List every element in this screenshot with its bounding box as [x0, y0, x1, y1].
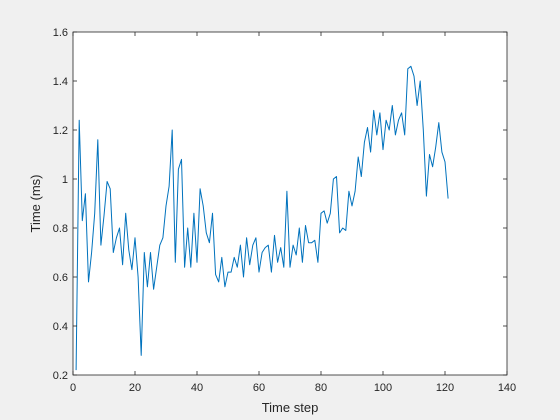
x-tick-label: 100 — [374, 382, 392, 394]
x-tick-label: 140 — [498, 382, 516, 394]
y-tick-label: 1 — [62, 174, 68, 186]
x-tick-label: 40 — [191, 382, 203, 394]
y-tick-label: 0.2 — [53, 370, 68, 382]
x-tick-label: 0 — [70, 382, 76, 394]
x-axis: 0 20 40 60 80 100 120 140 — [70, 32, 516, 394]
x-tick-label: 120 — [436, 382, 454, 394]
y-tick-label: 0.8 — [53, 223, 68, 235]
x-tick-label: 20 — [129, 382, 141, 394]
x-axis-label: Time step — [262, 400, 319, 415]
y-tick-label: 0.4 — [53, 321, 68, 333]
y-tick-label: 1.4 — [53, 76, 68, 88]
plot-background — [73, 32, 507, 375]
series-layer — [75, 65, 449, 371]
x-tick-label: 60 — [253, 382, 265, 394]
plot-frame — [72, 31, 508, 376]
y-tick-label: 1.6 — [53, 27, 68, 39]
x-tick-label: 80 — [315, 382, 327, 394]
y-axis-label: Time (ms) — [28, 174, 43, 232]
y-tick-label: 1.2 — [53, 125, 68, 137]
y-axis: 0.2 0.4 0.6 0.8 1 1.2 1.4 1.6 — [53, 27, 507, 382]
y-tick-label: 0.6 — [53, 272, 68, 284]
series-line — [75, 65, 449, 371]
